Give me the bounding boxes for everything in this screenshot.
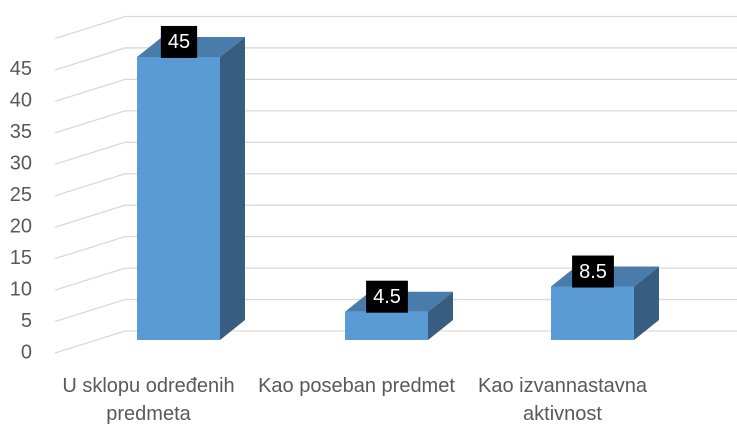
grid-line — [54, 15, 737, 40]
grid-line — [54, 110, 737, 134]
y-tick-label: 0 — [21, 341, 32, 363]
data-label: 45 — [168, 31, 190, 53]
grid-line — [54, 330, 737, 354]
y-tick-label: 5 — [21, 310, 32, 332]
y-tick-label: 40 — [10, 90, 32, 112]
grid-line — [54, 236, 737, 260]
y-tick-label: 15 — [10, 247, 32, 269]
data-label: 4.5 — [373, 286, 401, 308]
data-label-box — [366, 280, 408, 313]
y-tick-label: 30 — [10, 153, 32, 175]
grid-line — [54, 47, 737, 71]
grid-line — [54, 204, 737, 228]
x-tick-label: Kao poseban predmet — [258, 375, 455, 397]
grid-line — [54, 78, 737, 103]
grid-line — [54, 298, 737, 323]
data-label-box — [572, 255, 614, 288]
grid-line — [54, 141, 737, 165]
y-tick-label: 25 — [10, 184, 32, 206]
bar-front — [345, 311, 428, 340]
bar-side — [634, 266, 659, 340]
bar-front — [551, 286, 634, 340]
y-tick-label: 35 — [10, 121, 32, 143]
y-tick-label: 20 — [10, 215, 32, 237]
bar-side — [428, 291, 453, 340]
x-tick-label: U sklopu određenih predmeta — [62, 375, 235, 425]
bar — [137, 36, 245, 340]
bar-front — [137, 56, 220, 340]
data-label: 8.5 — [579, 261, 607, 283]
x-tick-label: Kao izvannastavna aktivnost — [477, 375, 647, 425]
y-tick-label: 45 — [10, 58, 32, 80]
grid-line — [54, 267, 737, 291]
data-label-box — [160, 25, 198, 58]
y-tick-label: 10 — [10, 278, 32, 300]
bar-side — [220, 36, 245, 340]
grid-line — [54, 173, 737, 197]
